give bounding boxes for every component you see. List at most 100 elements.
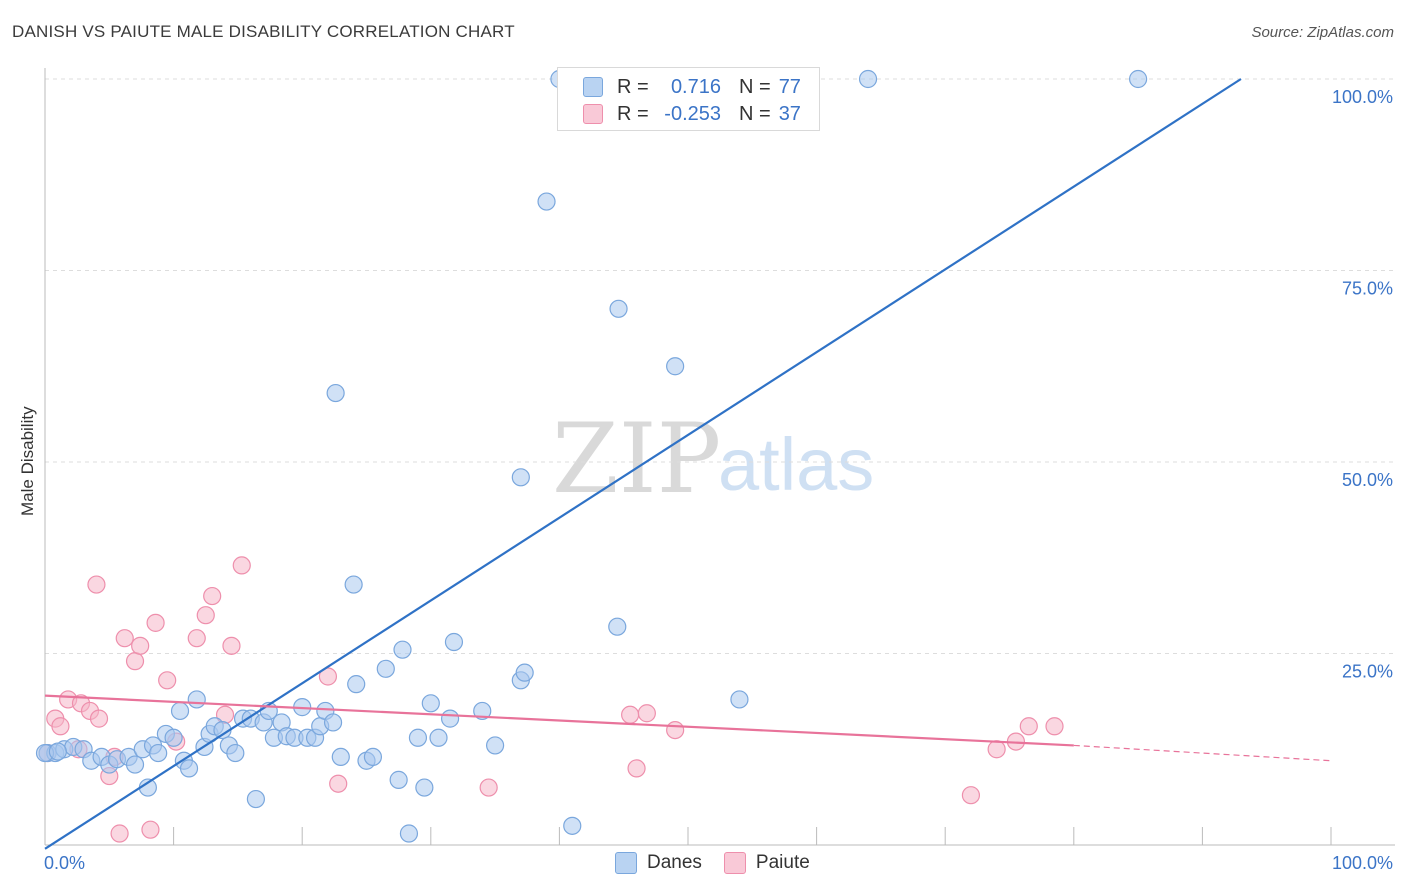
y-tick-label: 100.0%	[1332, 87, 1393, 107]
paiute-point	[115, 629, 134, 648]
x-tick-label-end: 100.0%	[1332, 853, 1393, 873]
paiute-point	[987, 740, 1006, 759]
paiute-point	[222, 636, 241, 655]
chart-title: DANISH VS PAIUTE MALE DISABILITY CORRELA…	[12, 22, 515, 41]
paiute-point	[1045, 717, 1064, 736]
danes-point	[1128, 69, 1148, 89]
danes-point	[125, 755, 145, 774]
x-tick-label-start: 0.0%	[44, 853, 85, 873]
paiute-n-label: N =	[739, 102, 771, 125]
paiute-point	[125, 652, 145, 671]
paiute-n-value: 37	[778, 102, 801, 125]
paiute-point	[131, 636, 150, 655]
danes-swatch	[583, 77, 603, 97]
danes-point	[415, 778, 434, 797]
paiute-point	[479, 778, 498, 797]
danes-point	[326, 383, 345, 403]
danes-point	[376, 659, 395, 678]
danes-point	[515, 663, 534, 682]
correlation-legend: R = 0.716 N = 77 R = -0.253 N = 37	[557, 67, 820, 131]
paiute-point	[203, 586, 222, 606]
y-tick-label: 50.0%	[1342, 470, 1393, 490]
paiute-point	[89, 709, 109, 728]
y-tick-labels: 25.0% 50.0% 75.0% 100.0%	[1332, 87, 1393, 682]
y-tick-label: 75.0%	[1342, 279, 1393, 299]
paiute-r-label: R =	[617, 102, 649, 125]
danes-point	[730, 690, 749, 709]
danes-point	[179, 759, 199, 778]
danes-trend-line	[44, 78, 1242, 850]
danes-point	[331, 747, 350, 767]
danes-point	[393, 640, 412, 659]
danes-point	[666, 357, 685, 376]
paiute-point	[158, 671, 177, 690]
trend-lines	[44, 78, 1332, 850]
paiute-point	[187, 629, 206, 648]
paiute-point	[87, 575, 106, 594]
danes-point	[408, 728, 428, 747]
legend-row-paiute: R = -0.253 N = 37	[558, 101, 801, 127]
danes-point	[563, 816, 582, 835]
danes-point	[344, 575, 363, 594]
watermark-zip: ZIP	[552, 403, 721, 515]
paiute-point	[146, 613, 165, 632]
danes-r-value: 0.716	[670, 75, 721, 98]
legend-paiute-label: Paiute	[755, 852, 810, 873]
danes-point	[486, 736, 505, 755]
danes-point	[187, 690, 206, 709]
danes-point	[399, 824, 419, 843]
legend-paiute-swatch	[723, 852, 746, 874]
danes-n-value: 77	[778, 75, 801, 98]
danes-point	[149, 743, 168, 763]
danes-point	[170, 701, 190, 721]
danes-point	[48, 742, 67, 761]
danes-point	[363, 747, 383, 767]
danes-point	[609, 299, 628, 318]
paiute-point	[141, 820, 160, 839]
legend-row-danes: R = 0.716 N = 77	[558, 74, 801, 100]
y-tick-label: 25.0%	[1342, 662, 1393, 682]
legend-item-paiute: Paiute	[723, 852, 810, 874]
paiute-point	[232, 556, 251, 575]
danes-point	[511, 468, 530, 487]
danes-point	[389, 770, 408, 789]
danes-point	[858, 69, 878, 89]
danes-point	[421, 694, 440, 713]
watermark-atlas: atlas	[718, 423, 874, 506]
axes	[44, 68, 1395, 846]
x-tick-labels: 0.0% 100.0%	[44, 853, 1393, 873]
paiute-r-value: -0.253	[664, 102, 721, 125]
danes-point	[323, 713, 343, 732]
paiute-trend-extension	[1073, 744, 1332, 762]
source-credit: Source: ZipAtlas.com	[1251, 24, 1394, 41]
watermark: ZIP atlas	[552, 403, 874, 515]
danes-point	[347, 675, 366, 694]
paiute-point	[627, 759, 646, 778]
series-legend: Danes Paiute	[615, 852, 832, 874]
legend-danes-swatch	[615, 852, 637, 874]
danes-point	[473, 701, 492, 721]
danes-point	[429, 728, 448, 747]
paiute-point	[961, 786, 981, 805]
danes-points	[35, 69, 1148, 843]
legend-item-danes: Danes	[615, 852, 702, 874]
paiute-point	[329, 774, 348, 793]
paiute-point	[110, 824, 129, 843]
paiute-point	[196, 606, 215, 625]
danes-point	[440, 709, 460, 728]
danes-point	[246, 789, 266, 809]
danes-point	[608, 617, 627, 636]
danes-n-label: N =	[739, 75, 771, 98]
paiute-swatch	[583, 104, 603, 124]
paiute-point	[637, 704, 656, 723]
danes-point	[537, 192, 556, 211]
paiute-point	[1019, 717, 1038, 736]
paiute-point	[666, 720, 685, 740]
paiute-point	[621, 705, 640, 724]
danes-point	[226, 743, 245, 763]
danes-r-label: R =	[617, 75, 649, 98]
paiute-trend-line	[44, 694, 1074, 747]
danes-point	[444, 632, 464, 652]
danes-point	[164, 728, 183, 747]
